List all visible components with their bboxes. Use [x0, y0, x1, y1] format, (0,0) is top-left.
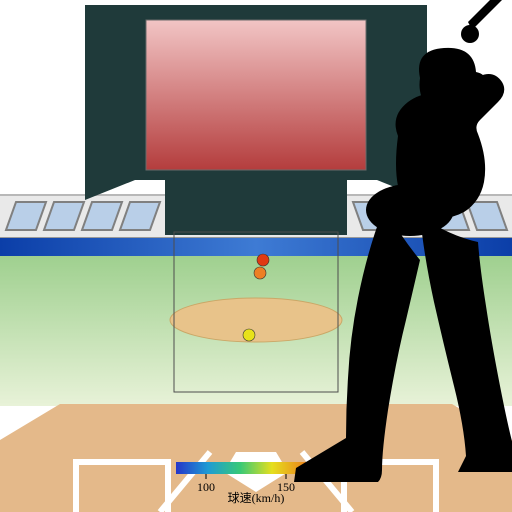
scoreboard-screen [146, 20, 366, 170]
legend-tick: 100 [197, 480, 215, 494]
pitch-marker [243, 329, 255, 341]
scoreboard-wing [85, 150, 135, 200]
scoreboard-neck [165, 180, 347, 235]
legend-axis-label: 球速(km/h) [228, 491, 285, 505]
pitch-marker [257, 254, 269, 266]
pitch-marker [254, 267, 266, 279]
pitchers-mound [170, 298, 342, 342]
